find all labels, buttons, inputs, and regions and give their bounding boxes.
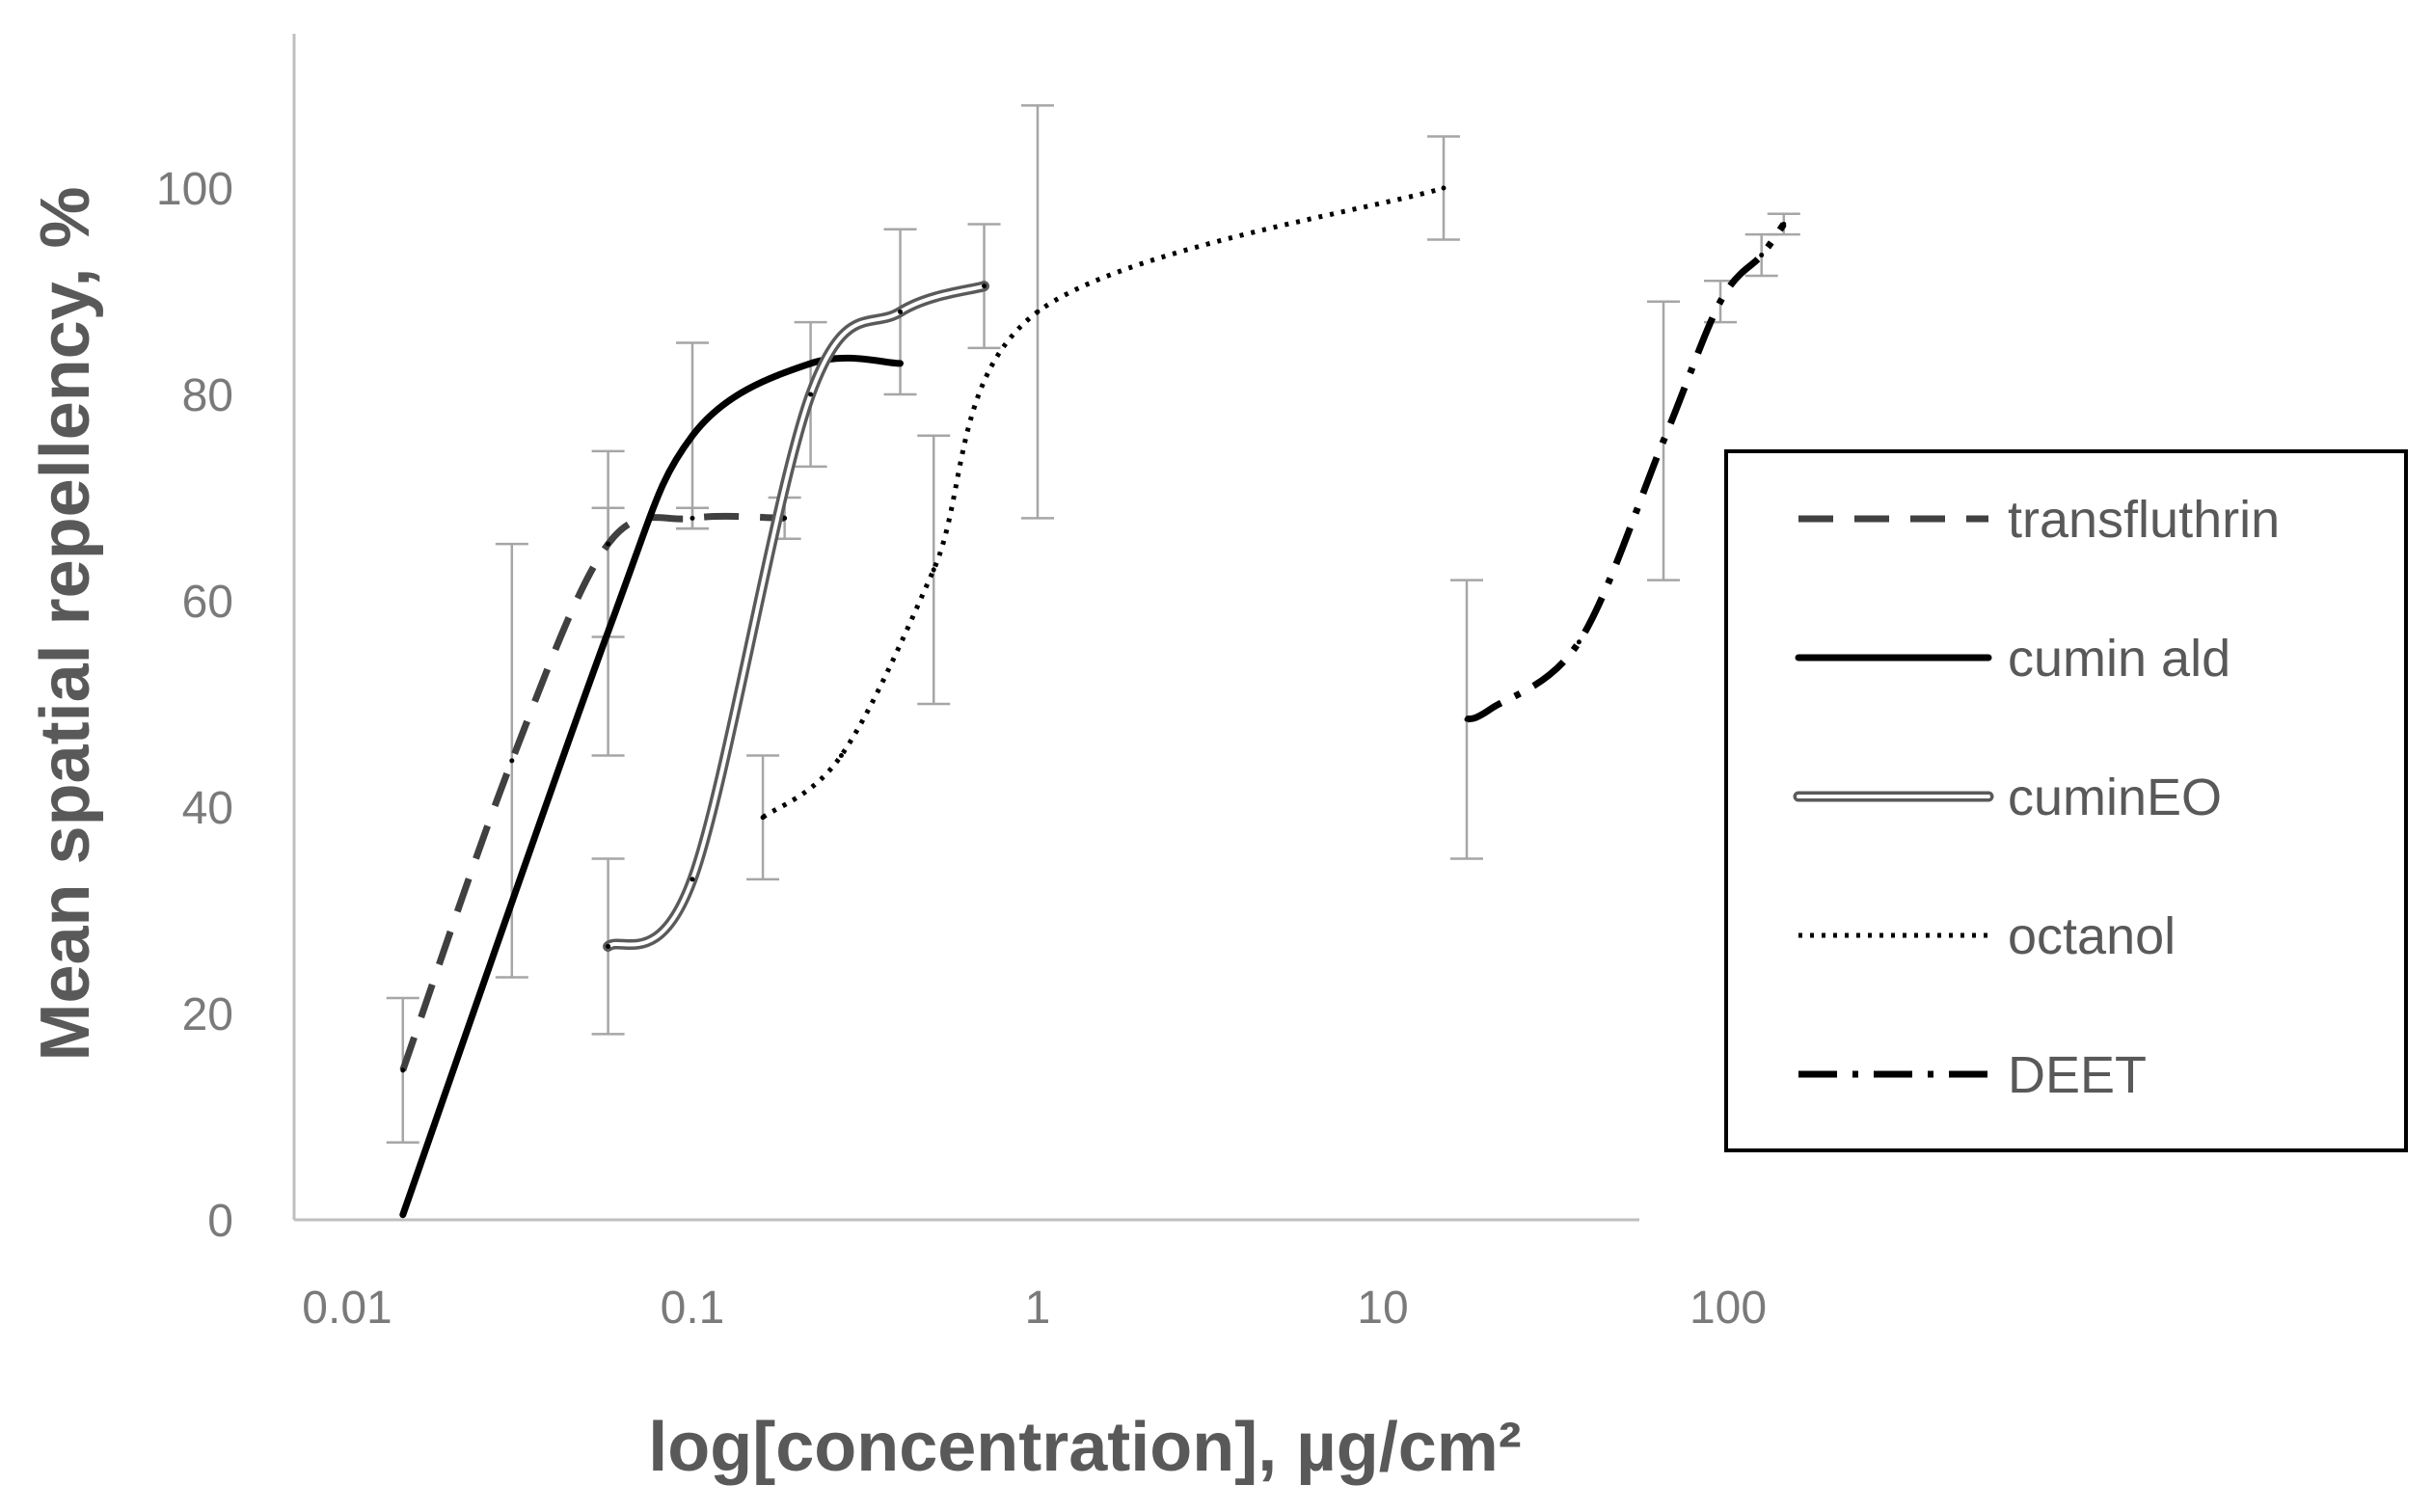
data-point xyxy=(898,309,904,314)
y-tick-label: 0 xyxy=(207,1196,233,1247)
data-point xyxy=(606,541,611,547)
series-deet xyxy=(1464,221,1787,723)
data-point xyxy=(1717,299,1723,305)
legend-item: cuminEO xyxy=(1793,769,2222,826)
data-point xyxy=(689,433,695,439)
data-point xyxy=(982,284,987,289)
y-tick-label: 80 xyxy=(182,370,233,421)
series-lines xyxy=(399,185,1787,1219)
data-point xyxy=(689,515,695,521)
y-tick-labels: 0 20 40 60 80 100 xyxy=(156,164,233,1247)
data-point xyxy=(808,392,814,397)
data-point xyxy=(1488,706,1494,712)
x-tick-label: 10 xyxy=(1357,1282,1408,1334)
legend-item: DEET xyxy=(1798,1046,2147,1104)
data-point xyxy=(1464,716,1470,722)
data-point xyxy=(1661,438,1666,444)
data-point xyxy=(782,515,788,521)
data-point xyxy=(606,629,611,634)
x-tick-label: 100 xyxy=(1690,1282,1767,1334)
data-point xyxy=(400,1067,406,1073)
legend-label: cumin ald xyxy=(2008,630,2230,688)
legend-item: octanol xyxy=(1798,907,2176,965)
data-point xyxy=(1759,253,1765,258)
data-point xyxy=(1781,221,1787,227)
x-axis-title: log[concentration], µg/cm² xyxy=(648,1409,1521,1486)
data-point xyxy=(689,877,695,882)
data-point xyxy=(606,943,611,949)
data-point xyxy=(838,753,844,758)
x-tick-labels: 0.01 0.1 1 10 100 xyxy=(302,1282,1767,1334)
legend-label: octanol xyxy=(2008,907,2176,965)
data-point xyxy=(760,815,766,821)
data-point xyxy=(931,567,936,573)
y-tick-label: 20 xyxy=(182,989,233,1040)
y-axis-title: Mean spatial repellency, % xyxy=(27,186,104,1061)
legend-label: transfluthrin xyxy=(2008,491,2280,549)
legend-item: cumin ald xyxy=(1795,630,2230,688)
legend: transfluthrin cumin ald cuminEO octanol DEET xyxy=(1724,449,2408,1152)
data-point xyxy=(1576,639,1581,645)
y-tick-label: 60 xyxy=(182,577,233,628)
y-tick-label: 40 xyxy=(182,783,233,834)
x-tick-label: 0.1 xyxy=(661,1282,725,1334)
y-tick-label: 100 xyxy=(156,164,233,215)
series-cumin-ald xyxy=(399,354,904,1219)
axes xyxy=(292,34,1639,1222)
series-octanol xyxy=(760,185,1446,821)
series-transfluthrin xyxy=(399,512,788,1073)
legend-label: DEET xyxy=(2008,1046,2147,1104)
legend-label: cuminEO xyxy=(2008,769,2222,826)
data-point xyxy=(1035,309,1041,314)
x-tick-label: 0.01 xyxy=(302,1282,392,1334)
data-point xyxy=(400,1212,406,1218)
data-point xyxy=(808,361,814,366)
series-cumineo xyxy=(603,281,989,952)
data-point xyxy=(1441,185,1446,191)
x-tick-label: 1 xyxy=(1025,1282,1051,1334)
legend-item: transfluthrin xyxy=(1798,491,2280,549)
data-point xyxy=(509,758,515,764)
data-point xyxy=(898,361,904,366)
